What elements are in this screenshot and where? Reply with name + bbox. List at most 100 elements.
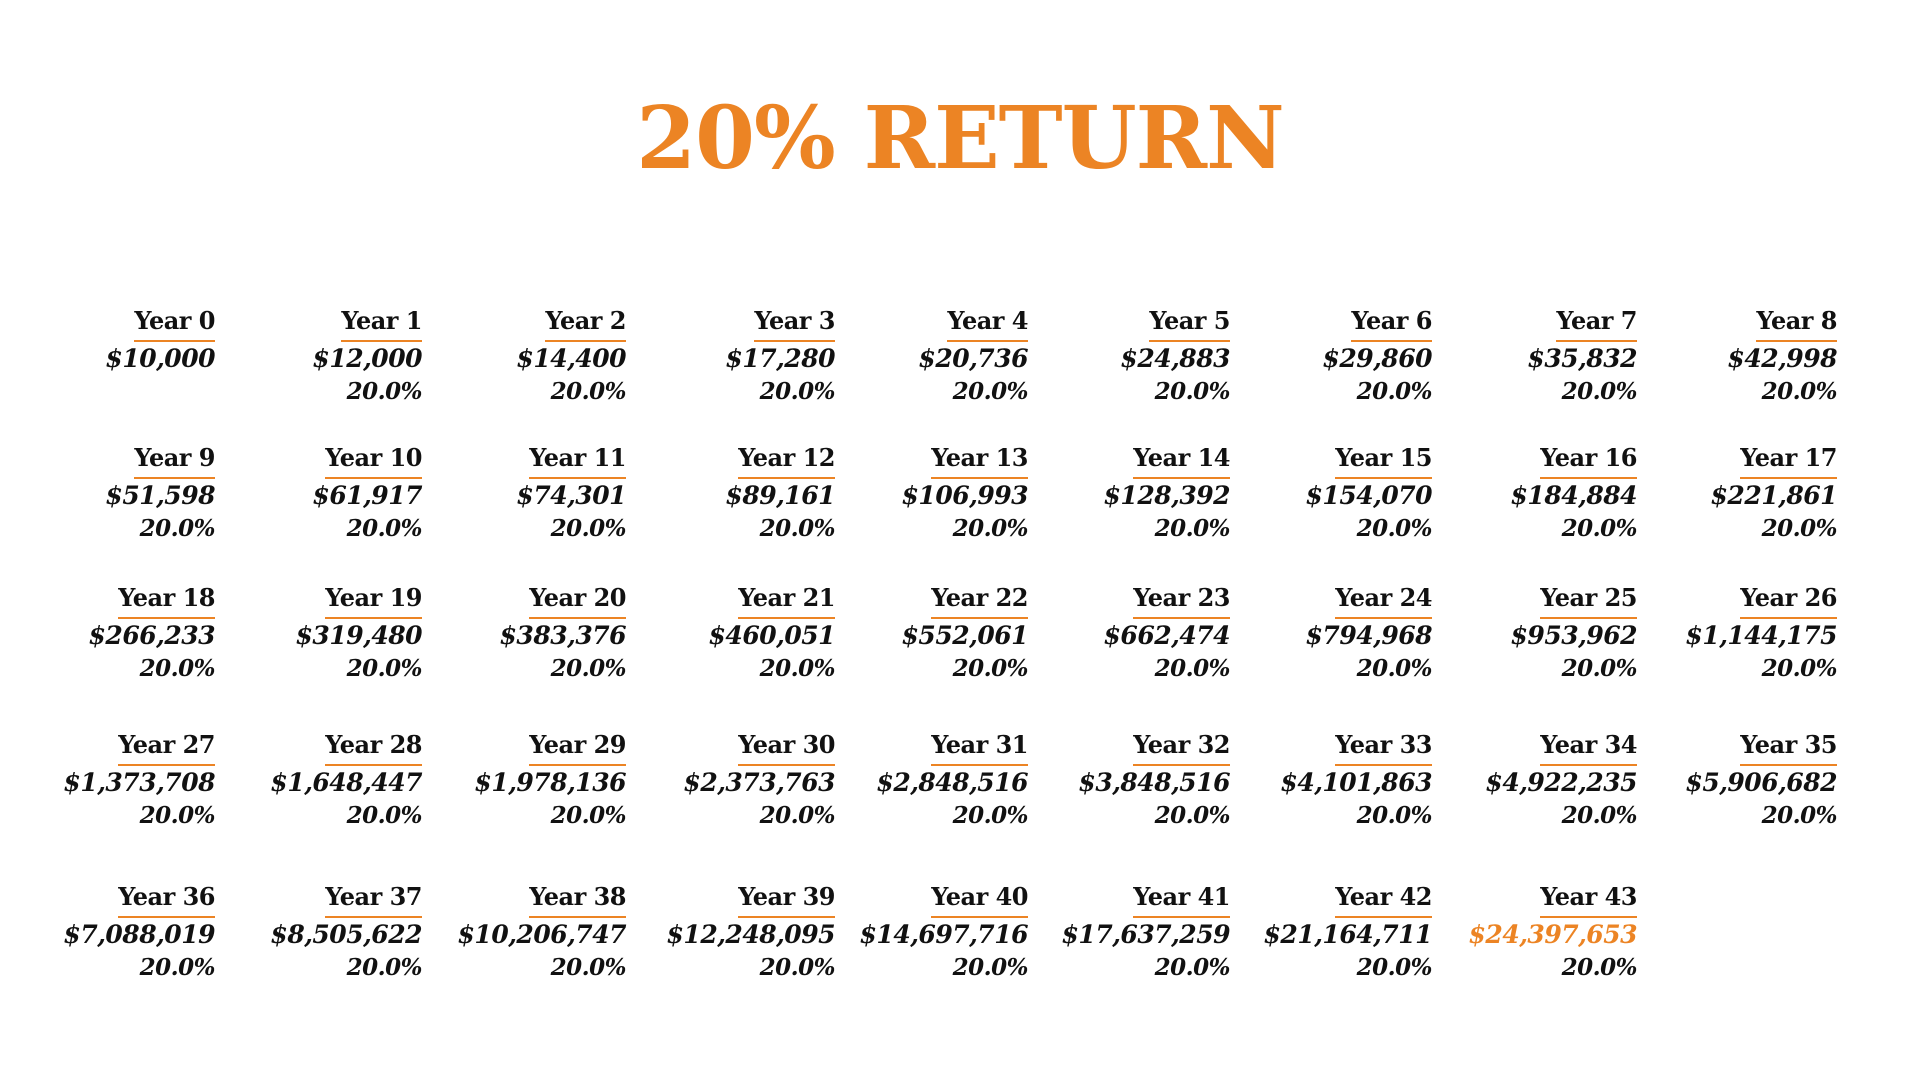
year-label: Year 35 bbox=[1740, 731, 1837, 762]
year-cell: Year 18 $266,233 20.0% bbox=[35, 584, 215, 685]
year-return-pct: 20.0% bbox=[1252, 653, 1432, 685]
year-label: Year 29 bbox=[529, 731, 626, 762]
year-return-pct: 20.0% bbox=[242, 653, 422, 685]
year-amount: $24,883 bbox=[1050, 342, 1230, 376]
year-cell: Year 42 $21,164,711 20.0% bbox=[1252, 883, 1432, 984]
year-return-pct: 20.0% bbox=[655, 376, 835, 408]
year-label: Year 22 bbox=[931, 584, 1028, 615]
year-cell: Year 20 $383,376 20.0% bbox=[446, 584, 626, 685]
year-cell: Year 11 $74,301 20.0% bbox=[446, 444, 626, 545]
year-return-pct: 20.0% bbox=[1657, 800, 1837, 832]
year-cell: Year 2 $14,400 20.0% bbox=[446, 307, 626, 408]
year-cell: Year 29 $1,978,136 20.0% bbox=[446, 731, 626, 832]
year-return-pct: 20.0% bbox=[242, 800, 422, 832]
year-label: Year 14 bbox=[1133, 444, 1230, 475]
year-return-pct: 20.0% bbox=[1657, 376, 1837, 408]
year-cell: Year 10 $61,917 20.0% bbox=[242, 444, 422, 545]
year-return-pct: 20.0% bbox=[446, 513, 626, 545]
year-amount: $35,832 bbox=[1457, 342, 1637, 376]
year-return-pct: 20.0% bbox=[1050, 800, 1230, 832]
year-return-pct: 20.0% bbox=[1050, 653, 1230, 685]
year-return-pct: 20.0% bbox=[35, 653, 215, 685]
year-return-pct: 20.0% bbox=[35, 952, 215, 984]
year-label: Year 30 bbox=[738, 731, 835, 762]
year-label: Year 39 bbox=[738, 883, 835, 914]
year-amount: $1,144,175 bbox=[1657, 619, 1837, 653]
year-amount: $17,280 bbox=[655, 342, 835, 376]
year-label: Year 21 bbox=[738, 584, 835, 615]
year-return-pct: 20.0% bbox=[1050, 513, 1230, 545]
year-return-pct: 20.0% bbox=[446, 800, 626, 832]
year-cell: Year 22 $552,061 20.0% bbox=[848, 584, 1028, 685]
year-return-pct: 20.0% bbox=[1457, 513, 1637, 545]
year-return-pct: 20.0% bbox=[1252, 952, 1432, 984]
year-amount: $460,051 bbox=[655, 619, 835, 653]
year-return-pct: 20.0% bbox=[848, 952, 1028, 984]
year-return-pct: 20.0% bbox=[1657, 513, 1837, 545]
year-label: Year 25 bbox=[1540, 584, 1637, 615]
year-amount: $20,736 bbox=[848, 342, 1028, 376]
year-label: Year 19 bbox=[325, 584, 422, 615]
year-amount: $10,000 bbox=[35, 342, 215, 376]
year-label: Year 43 bbox=[1540, 883, 1637, 914]
year-label: Year 20 bbox=[529, 584, 626, 615]
year-amount: $106,993 bbox=[848, 479, 1028, 513]
year-cell: Year 24 $794,968 20.0% bbox=[1252, 584, 1432, 685]
year-label: Year 40 bbox=[931, 883, 1028, 914]
year-amount: $24,397,653 bbox=[1457, 918, 1637, 952]
year-label: Year 3 bbox=[754, 307, 835, 338]
year-return-pct: 20.0% bbox=[848, 513, 1028, 545]
year-amount: $154,070 bbox=[1252, 479, 1432, 513]
year-cell: Year 7 $35,832 20.0% bbox=[1457, 307, 1637, 408]
year-label: Year 6 bbox=[1351, 307, 1432, 338]
year-label: Year 9 bbox=[134, 444, 215, 475]
year-return-pct: 20.0% bbox=[1252, 800, 1432, 832]
year-amount: $51,598 bbox=[35, 479, 215, 513]
year-label: Year 32 bbox=[1133, 731, 1230, 762]
year-amount: $61,917 bbox=[242, 479, 422, 513]
year-cell: Year 41 $17,637,259 20.0% bbox=[1050, 883, 1230, 984]
year-cell: Year 36 $7,088,019 20.0% bbox=[35, 883, 215, 984]
year-cell: Year 30 $2,373,763 20.0% bbox=[655, 731, 835, 832]
year-cell: Year 32 $3,848,516 20.0% bbox=[1050, 731, 1230, 832]
year-label: Year 41 bbox=[1133, 883, 1230, 914]
year-amount: $662,474 bbox=[1050, 619, 1230, 653]
year-amount: $1,373,708 bbox=[35, 766, 215, 800]
year-label: Year 17 bbox=[1740, 444, 1837, 475]
year-amount: $2,848,516 bbox=[848, 766, 1028, 800]
year-amount: $319,480 bbox=[242, 619, 422, 653]
year-amount: $42,998 bbox=[1657, 342, 1837, 376]
year-amount: $8,505,622 bbox=[242, 918, 422, 952]
year-cell: Year 16 $184,884 20.0% bbox=[1457, 444, 1637, 545]
year-return-pct: 20.0% bbox=[1252, 513, 1432, 545]
year-return-pct: 20.0% bbox=[1457, 800, 1637, 832]
year-amount: $128,392 bbox=[1050, 479, 1230, 513]
year-return-pct: 20.0% bbox=[1457, 376, 1637, 408]
year-label: Year 42 bbox=[1335, 883, 1432, 914]
year-amount: $14,400 bbox=[446, 342, 626, 376]
year-return-pct: 20.0% bbox=[1457, 653, 1637, 685]
year-cell: Year 35 $5,906,682 20.0% bbox=[1657, 731, 1837, 832]
year-cell: Year 28 $1,648,447 20.0% bbox=[242, 731, 422, 832]
year-amount: $3,848,516 bbox=[1050, 766, 1230, 800]
year-cell: Year 19 $319,480 20.0% bbox=[242, 584, 422, 685]
year-return-pct: 20.0% bbox=[446, 653, 626, 685]
year-return-pct: 20.0% bbox=[848, 653, 1028, 685]
year-label: Year 0 bbox=[134, 307, 215, 338]
year-cell: Year 33 $4,101,863 20.0% bbox=[1252, 731, 1432, 832]
year-amount: $7,088,019 bbox=[35, 918, 215, 952]
year-amount: $4,101,863 bbox=[1252, 766, 1432, 800]
year-return-pct: 20.0% bbox=[446, 952, 626, 984]
year-cell: Year 9 $51,598 20.0% bbox=[35, 444, 215, 545]
year-amount: $953,962 bbox=[1457, 619, 1637, 653]
year-cell: Year 5 $24,883 20.0% bbox=[1050, 307, 1230, 408]
year-cell: Year 15 $154,070 20.0% bbox=[1252, 444, 1432, 545]
year-amount: $266,233 bbox=[35, 619, 215, 653]
year-amount: $12,248,095 bbox=[655, 918, 835, 952]
year-amount: $184,884 bbox=[1457, 479, 1637, 513]
year-return-pct: 20.0% bbox=[1457, 952, 1637, 984]
year-return-pct: 20.0% bbox=[242, 513, 422, 545]
year-cell: Year 1 $12,000 20.0% bbox=[242, 307, 422, 408]
year-cell: Year 6 $29,860 20.0% bbox=[1252, 307, 1432, 408]
year-amount: $10,206,747 bbox=[446, 918, 626, 952]
